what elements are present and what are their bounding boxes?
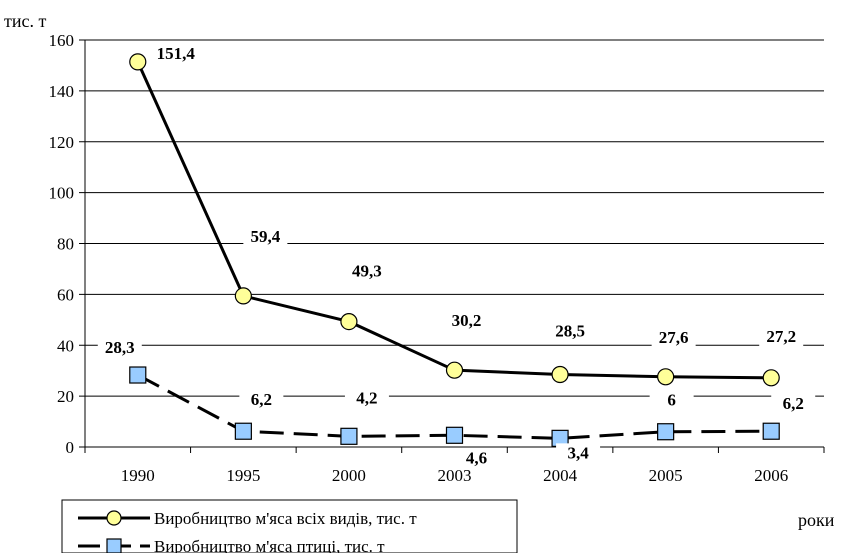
x-tick-label: 2000: [332, 466, 366, 485]
y-tick-label: 100: [49, 184, 75, 203]
series: 151,4 59,4 49,3 30,2 28,5 27,6 27,2 28,3 6,2 4,2 4…: [97, 43, 816, 469]
legend-marker: [106, 538, 122, 553]
data-label-bg: [649, 390, 694, 411]
data-label: 28,3: [105, 338, 135, 357]
data-label: 27,6: [659, 328, 689, 347]
data-label: 59,4: [250, 227, 280, 246]
legend: Виробництво м'яса всіх видів, тис. т Виро…: [61, 499, 518, 553]
data-label-bg: [344, 388, 389, 409]
x-tick-label: 2006: [754, 466, 788, 485]
data-point: [340, 312, 358, 331]
x-tick-labels: 1990 1995 2000 2003 2004 2005 2006: [121, 466, 788, 485]
data-point: [340, 427, 358, 445]
x-tick-label: 2004: [543, 466, 578, 485]
y-tick-label: 160: [49, 31, 75, 50]
data-label-bg: [556, 443, 601, 464]
data-point: [762, 422, 780, 440]
x-tick-label: 2005: [649, 466, 683, 485]
data-point: [762, 369, 780, 387]
series-1: 151,4 59,4 49,3 30,2 28,5 27,6 27,2: [129, 43, 804, 387]
legend-item: Виробництво м'яса птиці, тис. т: [78, 537, 385, 553]
legend-label: Виробництво м'яса всіх видів, тис. т: [154, 509, 417, 528]
data-label: 4,2: [356, 388, 377, 407]
data-label: 49,3: [352, 262, 382, 281]
axes: [79, 39, 825, 453]
y-tick-label: 40: [57, 336, 74, 355]
data-point: [657, 368, 675, 386]
data-label: 3,4: [567, 443, 589, 462]
data-point: [129, 53, 147, 71]
data-point: [445, 361, 464, 379]
y-tick-label: 80: [57, 235, 74, 254]
x-axis-title: роки: [798, 510, 835, 530]
data-label-bg: [759, 326, 804, 347]
legend-label: Виробництво м'яса птиці, тис. т: [154, 537, 385, 553]
data-label: 6,2: [251, 390, 272, 409]
y-tick-label: 0: [66, 438, 75, 457]
data-label-bg: [97, 338, 142, 359]
data-point: [445, 426, 464, 444]
legend-marker: [106, 510, 122, 526]
data-label: 151,4: [157, 44, 196, 63]
data-label-bg: [239, 390, 284, 411]
data-label-bg: [651, 327, 696, 348]
gridlines: [85, 39, 824, 448]
data-label-bg: [444, 311, 489, 332]
data-point: [657, 423, 675, 441]
legend-item: Виробництво м'яса всіх видів, тис. т: [78, 509, 417, 528]
y-tick-label: 60: [57, 285, 74, 304]
data-label: 30,2: [452, 311, 482, 330]
data-label: 4,6: [466, 448, 487, 467]
data-label-bg: [454, 448, 499, 469]
data-label-bg: [153, 43, 198, 64]
data-point: [551, 365, 569, 384]
y-tick-label: 120: [49, 133, 75, 152]
data-label-bg: [548, 321, 593, 342]
data-point: [234, 422, 252, 440]
data-label-bg: [243, 226, 288, 247]
x-tick-label: 1990: [121, 466, 155, 485]
data-label-bg: [771, 394, 816, 415]
y-tick-label: 20: [57, 387, 74, 406]
series-2: 28,3 6,2 4,2 4,6 3,4 6 6,2: [97, 338, 816, 469]
data-point: [129, 366, 147, 384]
y-axis-title: тис. т: [4, 11, 46, 31]
data-label-bg: [344, 261, 389, 282]
y-tick-labels: 0 20 40 60 80 100 120 140 160: [49, 31, 75, 457]
y-tick-label: 140: [49, 82, 75, 101]
data-label: 6,2: [783, 394, 804, 413]
x-tick-label: 1995: [226, 466, 260, 485]
data-label: 27,2: [766, 327, 796, 346]
data-label: 6: [667, 391, 676, 410]
x-tick-label: 2003: [438, 466, 472, 485]
legend-box: [61, 499, 518, 553]
data-point: [234, 287, 252, 305]
data-label: 28,5: [555, 322, 585, 341]
